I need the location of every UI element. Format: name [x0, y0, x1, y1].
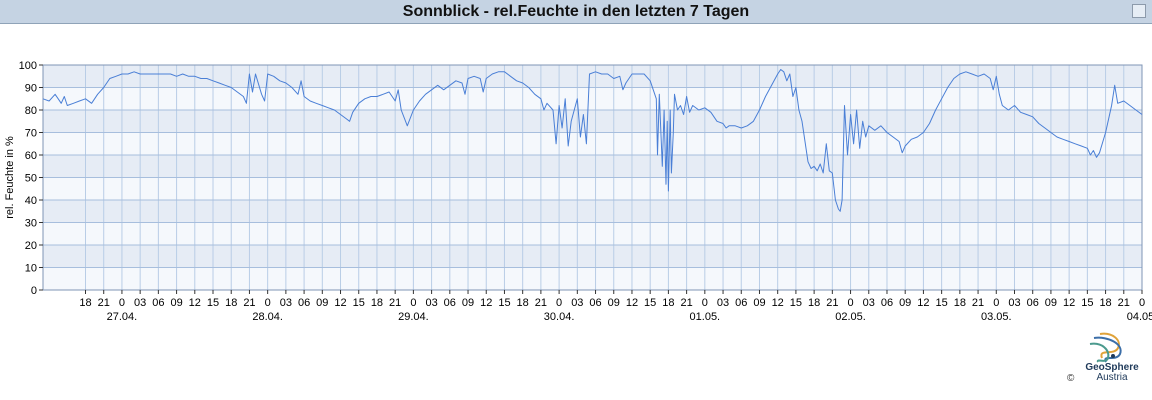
x-tick-label: 18: [1099, 297, 1111, 309]
y-tick-label: 70: [25, 128, 37, 140]
x-tick-label: 18: [371, 297, 383, 309]
x-tick-label: 03: [717, 297, 729, 309]
x-tick-label: 21: [972, 297, 984, 309]
x-tick-label: 06: [444, 297, 456, 309]
plot-band: [43, 245, 1142, 268]
plot-band: [43, 200, 1142, 223]
x-tick-label: 18: [954, 297, 966, 309]
x-tick-label: 15: [498, 297, 510, 309]
y-tick-label: 10: [25, 263, 37, 275]
y-tick-label: 0: [31, 285, 37, 297]
plot-band: [43, 267, 1142, 290]
x-tick-label: 0: [265, 297, 271, 309]
plot-band: [43, 222, 1142, 245]
x-tick-label: 06: [152, 297, 164, 309]
x-tick-label: 21: [1118, 297, 1130, 309]
geosphere-logo-icon: [1089, 332, 1122, 363]
x-tick-label: 12: [480, 297, 492, 309]
x-tick-label: 12: [772, 297, 784, 309]
x-tick-label: 15: [1081, 297, 1093, 309]
x-tick-label: 12: [334, 297, 346, 309]
x-tick-label: 21: [826, 297, 838, 309]
y-tick-label: 90: [25, 83, 37, 95]
x-tick-label: 03: [280, 297, 292, 309]
x-tick-label: 03: [425, 297, 437, 309]
y-tick-label: 40: [25, 195, 37, 207]
date-label: 29.04.: [398, 311, 429, 323]
x-tick-label: 18: [517, 297, 529, 309]
window-button[interactable]: [1132, 4, 1146, 18]
y-tick-label: 30: [25, 218, 37, 230]
x-tick-label: 0: [847, 297, 853, 309]
x-tick-label: 21: [680, 297, 692, 309]
x-tick-label: 12: [626, 297, 638, 309]
x-tick-label: 0: [556, 297, 562, 309]
date-label: 04.05.: [1127, 311, 1152, 323]
y-tick-label: 50: [25, 173, 37, 185]
x-tick-label: 15: [790, 297, 802, 309]
date-label: 28.04.: [252, 311, 283, 323]
plot-band: [43, 132, 1142, 155]
x-tick-label: 03: [571, 297, 583, 309]
x-tick-label: 18: [79, 297, 91, 309]
chart-title: Sonnblick - rel.Feuchte in den letzten 7…: [402, 3, 750, 20]
x-tick-label: 21: [243, 297, 255, 309]
plot-band: [43, 110, 1142, 133]
y-tick-label: 60: [25, 150, 37, 162]
series-line: [42, 69, 1143, 212]
logo-sub: Austria: [1096, 372, 1128, 383]
title-bar: Sonnblick - rel.Feuchte in den letzten 7…: [0, 0, 1152, 24]
x-tick-label: 12: [189, 297, 201, 309]
x-tick-label: 03: [1008, 297, 1020, 309]
x-tick-label: 21: [389, 297, 401, 309]
x-tick-label: 18: [662, 297, 674, 309]
x-tick-label: 0: [1139, 297, 1145, 309]
x-tick-label: 18: [225, 297, 237, 309]
x-tick-label: 12: [917, 297, 929, 309]
date-label: 27.04.: [107, 311, 138, 323]
x-tick-label: 06: [298, 297, 310, 309]
x-tick-label: 09: [462, 297, 474, 309]
logo-name: GeoSphere: [1085, 362, 1139, 373]
x-tick-label: 09: [899, 297, 911, 309]
x-tick-label: 21: [535, 297, 547, 309]
x-tick-label: 0: [702, 297, 708, 309]
plot-band: [43, 87, 1142, 110]
logo-text: GeoSphere Austria: [1076, 363, 1148, 383]
x-tick-label: 06: [881, 297, 893, 309]
x-tick-label: 03: [134, 297, 146, 309]
x-tick-label: 0: [119, 297, 125, 309]
plot-band: [43, 65, 1142, 88]
y-tick-label: 20: [25, 240, 37, 252]
date-label: 02.05.: [835, 311, 866, 323]
x-tick-label: 0: [410, 297, 416, 309]
x-tick-label: 09: [316, 297, 328, 309]
plot-band: [43, 177, 1142, 200]
y-tick-label: 100: [19, 60, 37, 72]
x-tick-label: 09: [170, 297, 182, 309]
plot-band: [43, 155, 1142, 178]
x-tick-label: 06: [735, 297, 747, 309]
date-label: 03.05.: [981, 311, 1012, 323]
x-tick-label: 06: [589, 297, 601, 309]
x-tick-label: 21: [98, 297, 110, 309]
date-label: 30.04.: [544, 311, 575, 323]
x-tick-label: 09: [608, 297, 620, 309]
x-tick-label: 15: [936, 297, 948, 309]
x-tick-label: 15: [644, 297, 656, 309]
x-tick-label: 09: [753, 297, 765, 309]
y-tick-label: 80: [25, 105, 37, 117]
x-tick-label: 15: [353, 297, 365, 309]
x-tick-label: 15: [207, 297, 219, 309]
date-label: 01.05.: [690, 311, 721, 323]
x-tick-label: 18: [808, 297, 820, 309]
y-axis-label: rel. Feuchte in %: [4, 136, 16, 219]
copyright-symbol: ©: [1067, 373, 1075, 384]
x-tick-label: 06: [1027, 297, 1039, 309]
x-tick-label: 12: [1063, 297, 1075, 309]
x-tick-label: 03: [863, 297, 875, 309]
x-tick-label: 0: [993, 297, 999, 309]
x-tick-label: 09: [1045, 297, 1057, 309]
